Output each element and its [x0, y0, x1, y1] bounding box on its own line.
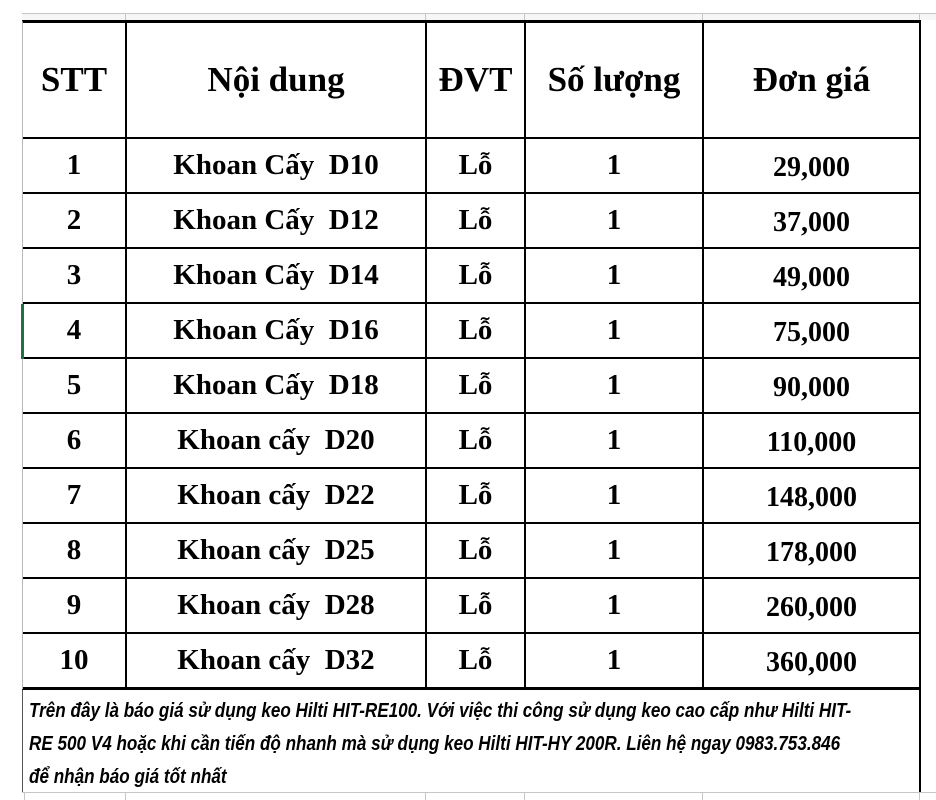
- cell-don-gia[interactable]: 110,000: [704, 414, 919, 469]
- cell-stt[interactable]: 7: [23, 469, 127, 524]
- cell-stt[interactable]: 10: [23, 634, 127, 689]
- cell-dvt[interactable]: Lỗ: [427, 634, 526, 689]
- gridline-tick: [425, 793, 426, 800]
- cell-so-luong[interactable]: 1: [526, 194, 704, 249]
- footer-note-line: để nhận báo giá tốt nhất: [29, 766, 227, 788]
- cell-don-gia[interactable]: 148,000: [704, 469, 919, 524]
- cell-stt[interactable]: 1: [23, 139, 127, 194]
- cell-noi-dung[interactable]: Khoan Cấy D12: [127, 194, 427, 249]
- gridline-tick: [702, 793, 703, 800]
- table-row: 2 Khoan Cấy D12 Lỗ 1 37,000: [23, 194, 919, 249]
- gridline-tick: [919, 793, 920, 800]
- cell-noi-dung[interactable]: Khoan cấy D32: [127, 634, 427, 689]
- cell-don-gia[interactable]: 49,000: [704, 249, 919, 304]
- table-row-selected: 4 Khoan Cấy D16 Lỗ 1 75,000: [23, 304, 919, 359]
- cell-so-luong[interactable]: 1: [526, 524, 704, 579]
- header-cell-don-gia[interactable]: Đơn giá: [704, 23, 919, 139]
- gridline-tick: [24, 793, 25, 800]
- cell-don-gia[interactable]: 360,000: [704, 634, 919, 689]
- footer-note-line: RE 500 V4 hoặc khi cần tiến độ nhanh mà …: [29, 733, 841, 755]
- cell-dvt[interactable]: Lỗ: [427, 414, 526, 469]
- cell-so-luong[interactable]: 1: [526, 249, 704, 304]
- cell-don-gia[interactable]: 29,000: [704, 139, 919, 194]
- table-row: 6 Khoan cấy D20 Lỗ 1 110,000: [23, 414, 919, 469]
- cell-don-gia[interactable]: 260,000: [704, 579, 919, 634]
- table-row: 1 Khoan Cấy D10 Lỗ 1 29,000: [23, 139, 919, 194]
- cell-dvt[interactable]: Lỗ: [427, 359, 526, 414]
- gridline-tick: [425, 14, 426, 20]
- cell-so-luong[interactable]: 1: [526, 414, 704, 469]
- cell-dvt[interactable]: Lỗ: [427, 579, 526, 634]
- price-table: STT Nội dung ĐVT Số lượng Đơn giá 1 Khoa…: [22, 20, 921, 792]
- cell-dvt[interactable]: Lỗ: [427, 194, 526, 249]
- cell-dvt[interactable]: Lỗ: [427, 139, 526, 194]
- cell-noi-dung[interactable]: Khoan cấy D25: [127, 524, 427, 579]
- cell-noi-dung[interactable]: Khoan cấy D20: [127, 414, 427, 469]
- gridline-strip-top: [22, 13, 936, 20]
- table-header-row: STT Nội dung ĐVT Số lượng Đơn giá: [23, 23, 919, 139]
- cell-noi-dung[interactable]: Khoan cấy D28: [127, 579, 427, 634]
- table-row: 3 Khoan Cấy D14 Lỗ 1 49,000: [23, 249, 919, 304]
- table-row: 5 Khoan Cấy D18 Lỗ 1 90,000: [23, 359, 919, 414]
- cell-stt[interactable]: 3: [23, 249, 127, 304]
- cell-so-luong[interactable]: 1: [526, 359, 704, 414]
- cell-dvt[interactable]: Lỗ: [427, 249, 526, 304]
- gridline-tick: [702, 14, 703, 20]
- cell-so-luong[interactable]: 1: [526, 304, 704, 359]
- footer-note-line: Trên đây là báo giá sử dụng keo Hilti HI…: [29, 700, 852, 722]
- gridline-strip-bottom: [22, 792, 936, 800]
- cell-stt-selected[interactable]: 4: [23, 304, 127, 359]
- cell-don-gia[interactable]: 178,000: [704, 524, 919, 579]
- selected-cell-indicator: [21, 304, 24, 359]
- cell-dvt[interactable]: Lỗ: [427, 524, 526, 579]
- cell-don-gia[interactable]: 75,000: [704, 304, 919, 359]
- gridline-tick: [919, 14, 920, 20]
- gridline-tick: [524, 14, 525, 20]
- cell-don-gia[interactable]: 37,000: [704, 194, 919, 249]
- cell-noi-dung[interactable]: Khoan cấy D22: [127, 469, 427, 524]
- header-cell-noi-dung[interactable]: Nội dung: [127, 23, 427, 139]
- gridline-tick: [125, 793, 126, 800]
- cell-so-luong[interactable]: 1: [526, 469, 704, 524]
- table-row: 10 Khoan cấy D32 Lỗ 1 360,000: [23, 634, 919, 689]
- cell-stt[interactable]: 8: [23, 524, 127, 579]
- table-row: 7 Khoan cấy D22 Lỗ 1 148,000: [23, 469, 919, 524]
- cell-so-luong[interactable]: 1: [526, 634, 704, 689]
- cell-so-luong[interactable]: 1: [526, 139, 704, 194]
- cell-noi-dung[interactable]: Khoan Cấy D10: [127, 139, 427, 194]
- cell-stt[interactable]: 2: [23, 194, 127, 249]
- table-row: 9 Khoan cấy D28 Lỗ 1 260,000: [23, 579, 919, 634]
- cell-noi-dung[interactable]: Khoan Cấy D18: [127, 359, 427, 414]
- cell-stt[interactable]: 9: [23, 579, 127, 634]
- cell-don-gia[interactable]: 90,000: [704, 359, 919, 414]
- cell-dvt[interactable]: Lỗ: [427, 304, 526, 359]
- cell-stt[interactable]: 5: [23, 359, 127, 414]
- header-cell-so-luong[interactable]: Số lượng: [526, 23, 704, 139]
- table-row: 8 Khoan cấy D25 Lỗ 1 178,000: [23, 524, 919, 579]
- cell-so-luong[interactable]: 1: [526, 579, 704, 634]
- cell-noi-dung[interactable]: Khoan Cấy D14: [127, 249, 427, 304]
- header-cell-stt[interactable]: STT: [23, 23, 127, 139]
- cell-dvt[interactable]: Lỗ: [427, 469, 526, 524]
- footer-note-cell[interactable]: Trên đây là báo giá sử dụng keo Hilti HI…: [22, 689, 919, 792]
- header-cell-dvt[interactable]: ĐVT: [427, 23, 526, 139]
- cell-noi-dung[interactable]: Khoan Cấy D16: [127, 304, 427, 359]
- gridline-tick: [524, 793, 525, 800]
- gridline-tick: [125, 14, 126, 20]
- cell-stt[interactable]: 6: [23, 414, 127, 469]
